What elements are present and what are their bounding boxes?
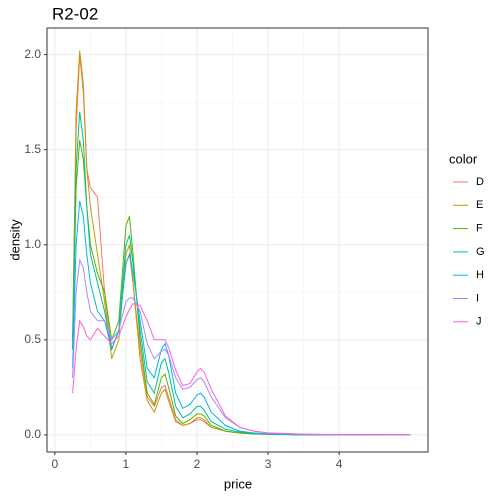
legend-label: G xyxy=(476,246,485,258)
y-axis-label: density xyxy=(7,219,22,261)
legend-label: E xyxy=(476,199,483,211)
x-tick-label: 3 xyxy=(265,457,272,471)
y-tick-label: 1.0 xyxy=(24,237,41,251)
chart-title: R2-02 xyxy=(52,4,98,23)
density-line xyxy=(72,140,411,436)
legend-label: H xyxy=(476,269,484,281)
density-line xyxy=(72,111,411,436)
x-tick-label: 1 xyxy=(123,457,130,471)
x-tick-label: 2 xyxy=(194,457,201,471)
y-tick-label: 2.0 xyxy=(24,47,41,61)
x-tick-label: 4 xyxy=(336,457,343,471)
x-axis-label: price xyxy=(224,476,252,491)
y-tick-label: 1.5 xyxy=(24,142,41,156)
density-line xyxy=(72,200,411,436)
y-tick-label: 0.5 xyxy=(24,332,41,346)
panel-border xyxy=(46,27,429,453)
legend-label: F xyxy=(476,223,483,235)
legend-label: D xyxy=(476,176,484,188)
x-tick-label: 0 xyxy=(51,457,58,471)
density-line xyxy=(72,50,411,436)
legend-title: color xyxy=(449,151,478,166)
density-line xyxy=(72,303,411,436)
legend-label: I xyxy=(476,292,479,304)
y-tick-label: 0.0 xyxy=(24,427,41,441)
legend-label: J xyxy=(476,316,482,328)
